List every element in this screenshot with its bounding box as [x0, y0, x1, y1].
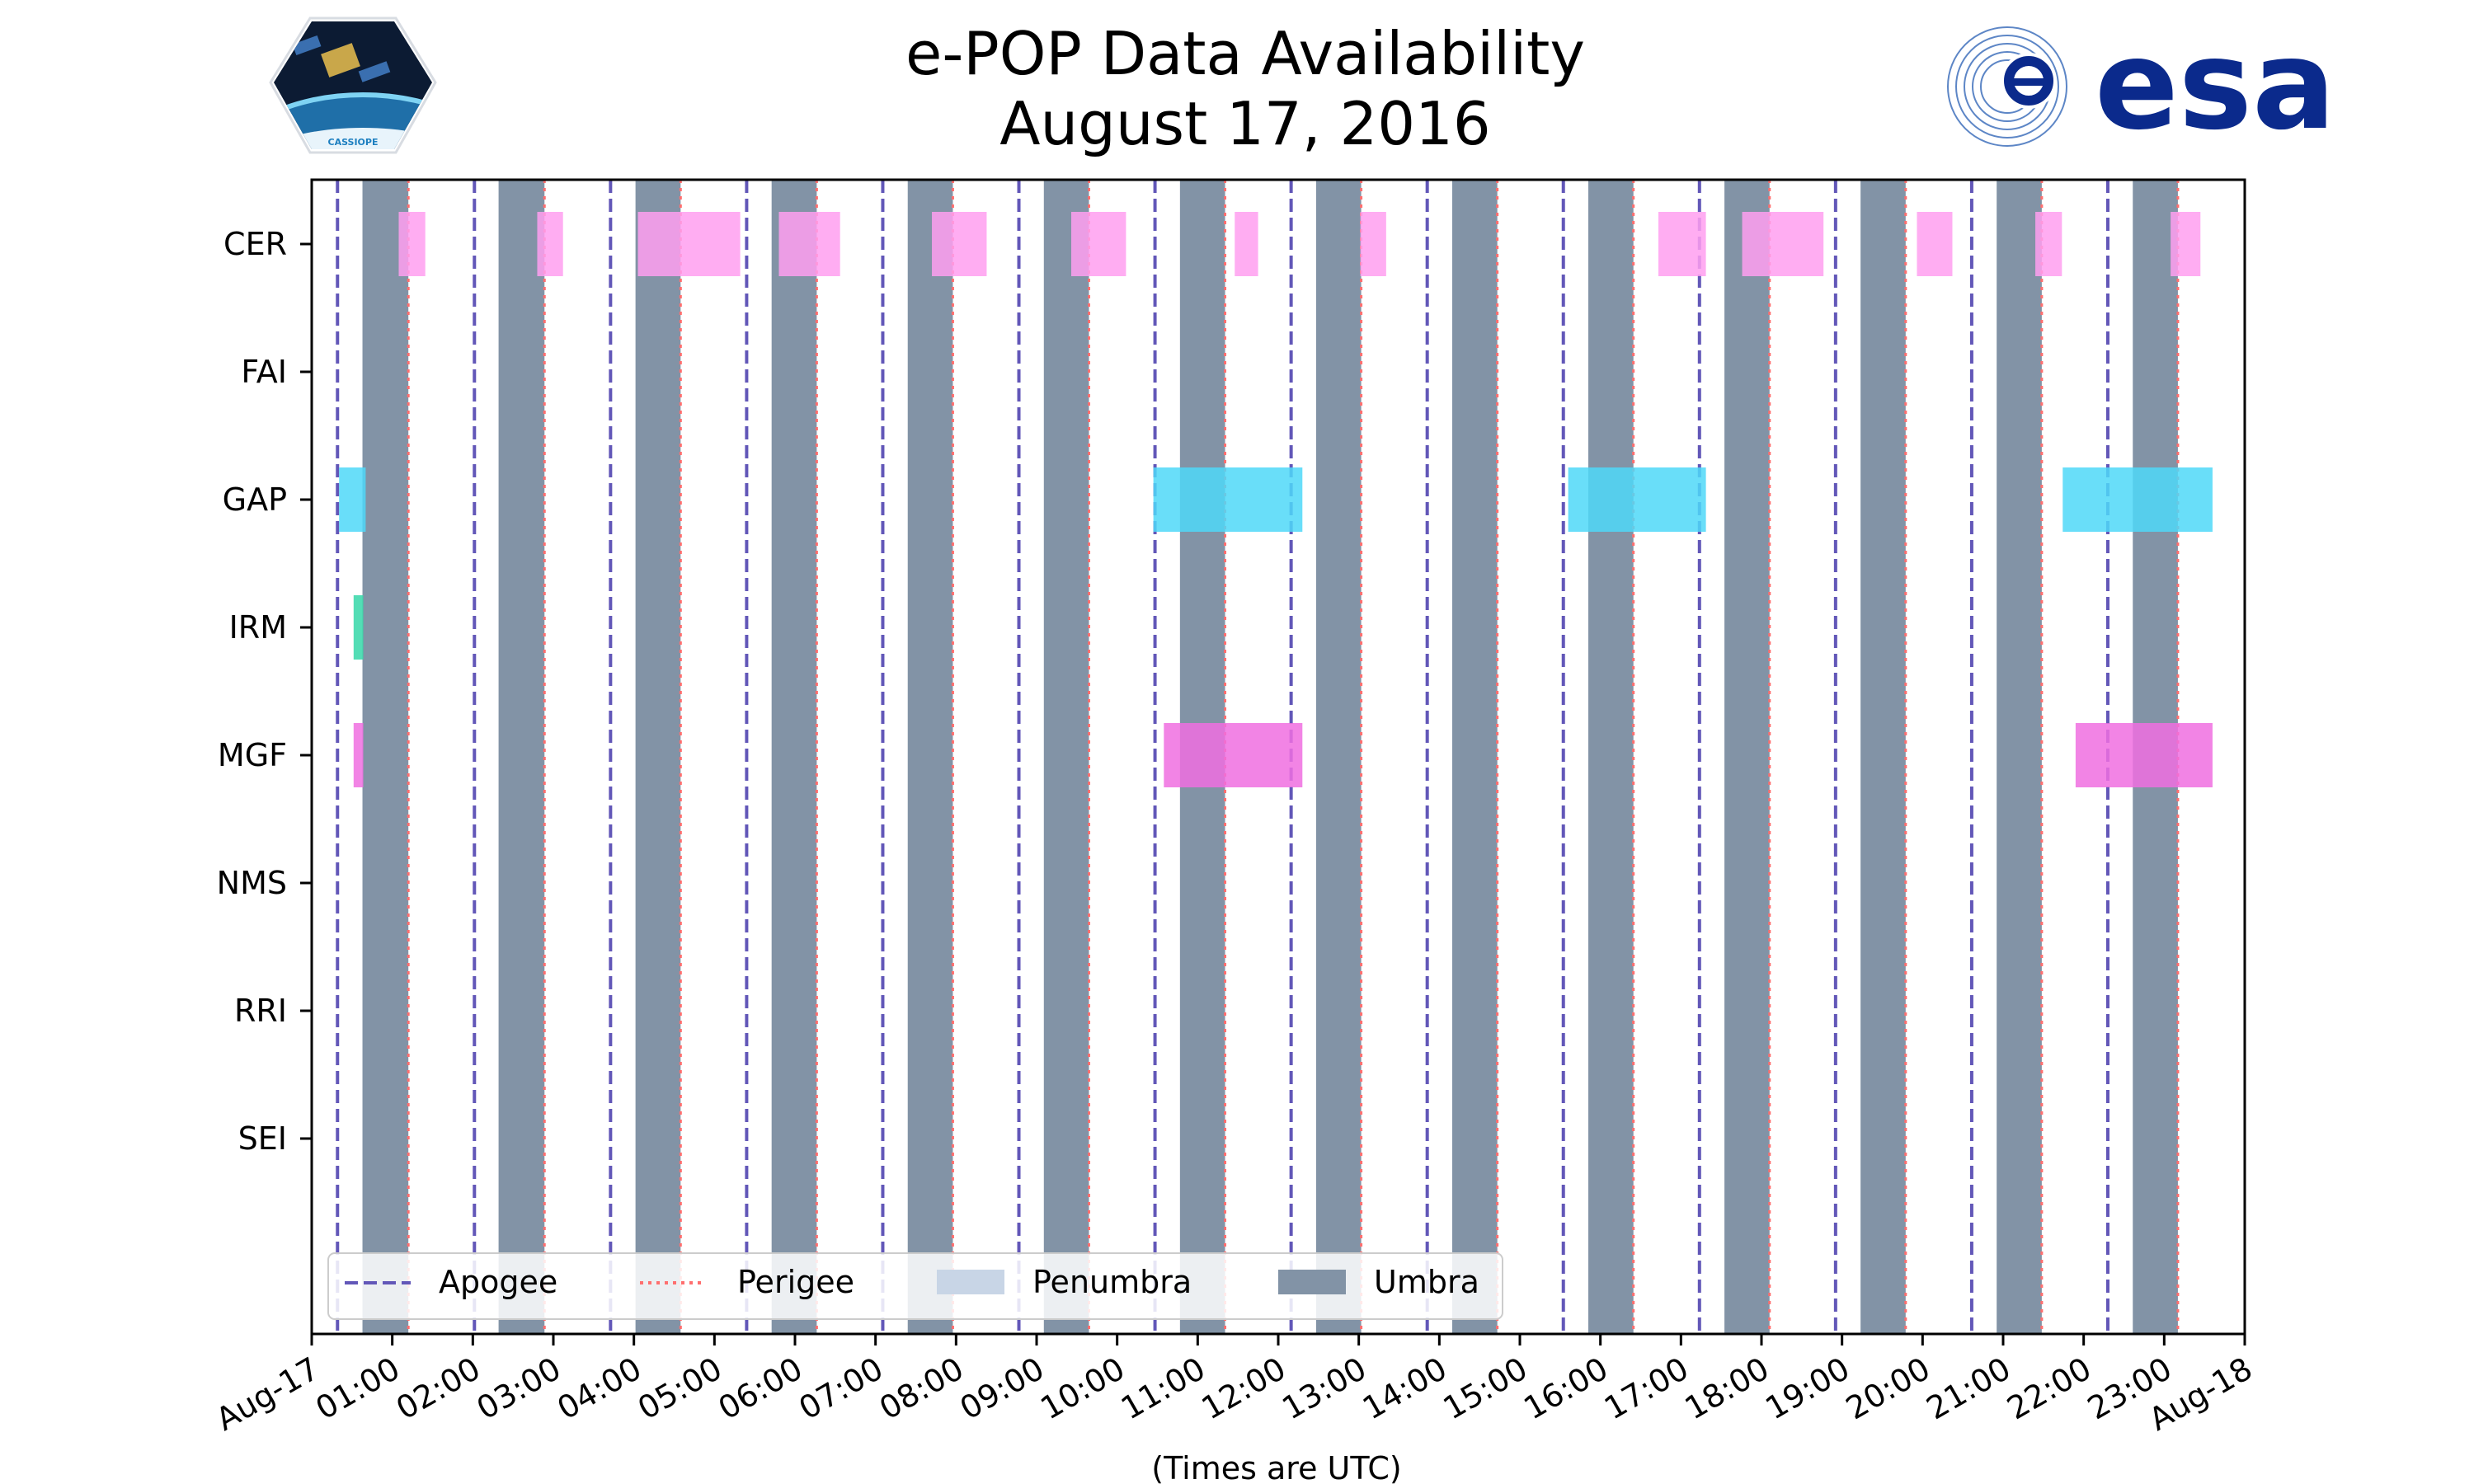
- x-tick-label-2: 02:00: [390, 1350, 487, 1427]
- x-tick-label-11: 11:00: [1115, 1350, 1211, 1427]
- availability-bar-gap-0: [339, 467, 366, 532]
- availability-bar-cer-1: [537, 212, 563, 276]
- umbra-band-10: [1724, 180, 1770, 1334]
- x-axis: Aug-1701:0002:0003:0004:0005:0006:0007:0…: [209, 1334, 2259, 1438]
- availability-bar-cer-3: [778, 212, 840, 276]
- y-tick-label-mgf: MGF: [218, 737, 287, 773]
- availability-bar-cer-6: [1235, 212, 1258, 276]
- esa-logo-text: esa: [2095, 14, 2335, 157]
- umbra-band-8: [1451, 180, 1498, 1334]
- x-tick-label-18: 18:00: [1679, 1350, 1776, 1427]
- availability-bar-cer-5: [1070, 212, 1126, 276]
- umbra-band-12: [1997, 180, 2042, 1334]
- availability-bar-cer-4: [932, 212, 987, 276]
- umbra-band-4: [907, 180, 953, 1334]
- x-tick-label-17: 17:00: [1598, 1350, 1695, 1427]
- availability-bar-cer-7: [1360, 212, 1386, 276]
- availability-bar-cer-0: [398, 212, 426, 276]
- x-tick-label-5: 05:00: [632, 1350, 728, 1427]
- x-tick-label-8: 08:00: [873, 1350, 970, 1427]
- esa-logo: esa: [1947, 14, 2335, 157]
- cassiope-logo-caption: CASSIOPE: [328, 137, 379, 148]
- x-tick-label-3: 03:00: [471, 1350, 567, 1427]
- umbra-band-9: [1588, 180, 1634, 1334]
- legend-penumbra-swatch: [937, 1270, 1004, 1294]
- chart-title-line-1: e-POP Data Availability: [905, 19, 1585, 88]
- legend-umbra-label: Umbra: [1374, 1264, 1479, 1300]
- availability-bars: [339, 212, 2213, 787]
- umbra-band-0: [362, 180, 409, 1334]
- x-tick-label-4: 04:00: [551, 1350, 647, 1427]
- x-tick-label-9: 09:00: [954, 1350, 1051, 1427]
- y-tick-label-gap: GAP: [223, 481, 287, 518]
- y-tick-label-nms: NMS: [217, 865, 287, 901]
- legend-umbra-swatch: [1278, 1270, 1346, 1294]
- umbra-band-1: [498, 180, 545, 1334]
- legend-box: [327, 1252, 1503, 1320]
- availability-bar-cer-9: [1742, 212, 1824, 276]
- apogee-lines: [336, 180, 2109, 1334]
- legend-apogee-label: Apogee: [439, 1264, 557, 1300]
- availability-bar-cer-10: [1917, 212, 1953, 276]
- x-axis-label: (Times are UTC): [1151, 1450, 1401, 1484]
- esa-emblem-icon: [1947, 26, 2067, 147]
- chart-title-line-2: August 17, 2016: [999, 89, 1490, 158]
- availability-bar-cer-2: [637, 212, 741, 276]
- umbra-band-5: [1043, 180, 1089, 1334]
- umbra-band-3: [771, 180, 817, 1334]
- x-tick-label-7: 07:00: [793, 1350, 889, 1427]
- x-tick-label-15: 15:00: [1437, 1350, 1534, 1427]
- x-tick-label-20: 20:00: [1840, 1350, 1936, 1427]
- legend-penumbra-label: Penumbra: [1032, 1264, 1192, 1300]
- availability-bar-gap-2: [1568, 467, 1706, 532]
- availability-bar-mgf-2: [2075, 723, 2213, 787]
- perigee-lines: [407, 180, 2180, 1334]
- availability-bar-mgf-1: [1164, 723, 1303, 787]
- y-axis: CER FAI GAP IRM MGF NMS RRI SEI: [217, 226, 312, 1157]
- legend: Apogee Perigee Penumbra Umbra: [327, 1252, 1503, 1320]
- availability-bar-mgf-0: [353, 723, 364, 787]
- x-tick-label-14: 14:00: [1357, 1350, 1453, 1427]
- x-tick-label-13: 13:00: [1276, 1350, 1372, 1427]
- availability-bar-irm-0: [353, 595, 364, 660]
- availability-bar-cer-12: [2171, 212, 2201, 276]
- availability-bar-gap-1: [1153, 467, 1303, 532]
- x-tick-label-12: 12:00: [1196, 1350, 1292, 1427]
- availability-bar-cer-8: [1658, 212, 1706, 276]
- y-tick-label-cer: CER: [223, 226, 287, 262]
- availability-bar-gap-3: [2062, 467, 2213, 532]
- umbra-band-2: [635, 180, 681, 1334]
- x-tick-label-19: 19:00: [1759, 1350, 1856, 1427]
- y-tick-label-sei: SEI: [238, 1120, 287, 1157]
- umbra-band-11: [1860, 180, 1906, 1334]
- legend-perigee-label: Perigee: [737, 1264, 854, 1300]
- x-tick-label-1: 01:00: [309, 1350, 406, 1427]
- x-tick-label-21: 21:00: [1921, 1350, 2017, 1427]
- y-tick-label-fai: FAI: [241, 354, 287, 390]
- x-tick-label-0: Aug-17: [209, 1350, 325, 1438]
- y-tick-label-rri: RRI: [234, 993, 287, 1029]
- x-tick-label-22: 22:00: [2001, 1350, 2097, 1427]
- availability-bar-cer-11: [2035, 212, 2062, 276]
- y-tick-label-irm: IRM: [229, 609, 287, 646]
- umbra-band-7: [1315, 180, 1362, 1334]
- x-tick-label-16: 16:00: [1517, 1350, 1614, 1427]
- x-tick-label-10: 10:00: [1034, 1350, 1131, 1427]
- x-tick-label-6: 06:00: [713, 1350, 809, 1427]
